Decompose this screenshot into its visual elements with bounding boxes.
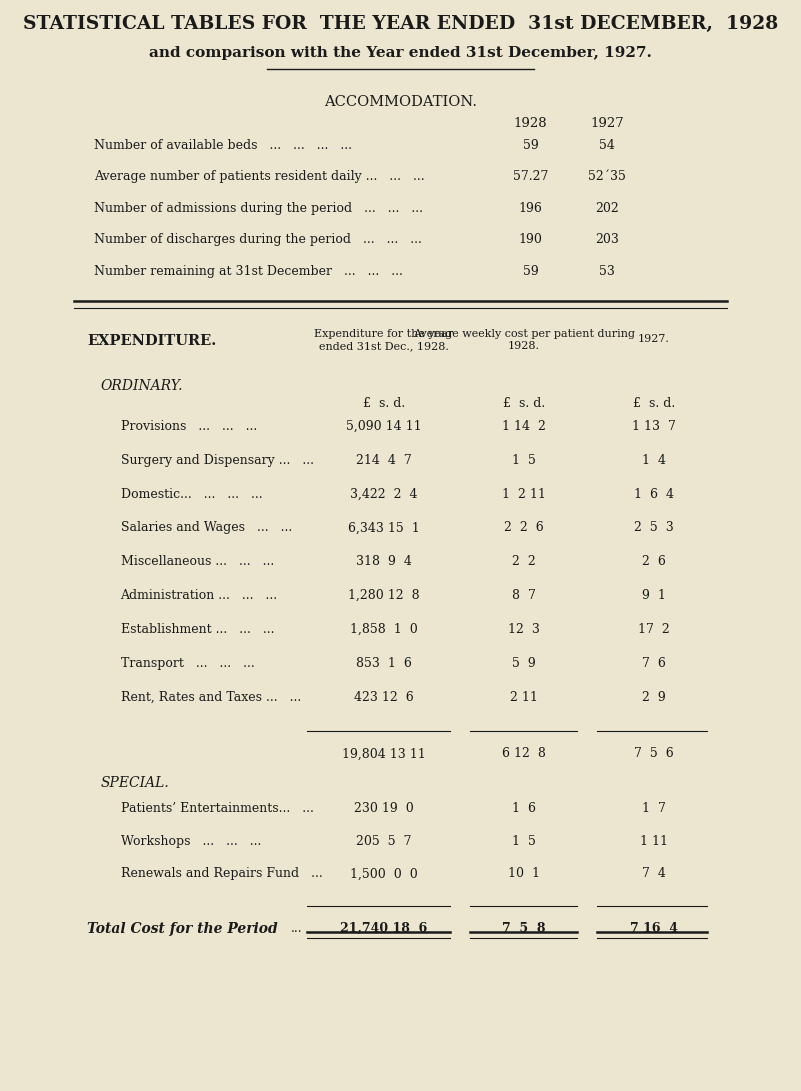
Text: Number of admissions during the period   ...   ...   ...: Number of admissions during the period .…: [94, 202, 423, 215]
Text: Total Cost for the Period: Total Cost for the Period: [87, 922, 278, 936]
Text: 230 19  0: 230 19 0: [354, 802, 413, 815]
Text: 318  9  4: 318 9 4: [356, 555, 412, 568]
Text: Number of available beds   ...   ...   ...   ...: Number of available beds ... ... ... ...: [94, 139, 352, 152]
Text: STATISTICAL TABLES FOR  THE YEAR ENDED  31st DECEMBER,  1928: STATISTICAL TABLES FOR THE YEAR ENDED 31…: [23, 15, 778, 33]
Text: 59: 59: [522, 139, 538, 152]
Text: Miscellaneous ...   ...   ...: Miscellaneous ... ... ...: [121, 555, 274, 568]
Text: Number of discharges during the period   ...   ...   ...: Number of discharges during the period .…: [94, 233, 422, 247]
Text: 54: 54: [599, 139, 615, 152]
Text: Expenditure for the year
ended 31st Dec., 1928.: Expenditure for the year ended 31st Dec.…: [314, 329, 453, 351]
Text: 1,500  0  0: 1,500 0 0: [350, 867, 417, 880]
Text: 17  2: 17 2: [638, 623, 670, 636]
Text: 7  5  8: 7 5 8: [502, 922, 545, 935]
Text: 9  1: 9 1: [642, 589, 666, 602]
Text: Surgery and Dispensary ...   ...: Surgery and Dispensary ... ...: [121, 454, 313, 467]
Text: Administration ...   ...   ...: Administration ... ... ...: [121, 589, 278, 602]
Text: 53: 53: [599, 265, 615, 278]
Text: 1 14  2: 1 14 2: [502, 420, 545, 433]
Text: 1  5: 1 5: [512, 835, 536, 848]
Text: EXPENDITURE.: EXPENDITURE.: [87, 334, 216, 348]
Text: ACCOMMODATION.: ACCOMMODATION.: [324, 95, 477, 109]
Text: ORDINARY.: ORDINARY.: [101, 379, 183, 393]
Text: 52´35: 52´35: [588, 170, 626, 183]
Text: Renewals and Repairs Fund   ...: Renewals and Repairs Fund ...: [121, 867, 322, 880]
Text: 12  3: 12 3: [508, 623, 540, 636]
Text: 21,740 18  6: 21,740 18 6: [340, 922, 428, 935]
Text: £  s. d.: £ s. d.: [503, 397, 545, 410]
Text: 7  4: 7 4: [642, 867, 666, 880]
Text: 2 11: 2 11: [510, 691, 537, 704]
Text: 57.27: 57.27: [513, 170, 548, 183]
Text: 1,858  1  0: 1,858 1 0: [350, 623, 417, 636]
Text: 3,422  2  4: 3,422 2 4: [350, 488, 417, 501]
Text: 6,343 15  1: 6,343 15 1: [348, 521, 420, 535]
Text: Establishment ...   ...   ...: Establishment ... ... ...: [121, 623, 274, 636]
Text: 1  6  4: 1 6 4: [634, 488, 674, 501]
Text: 6 12  8: 6 12 8: [502, 747, 545, 760]
Text: 190: 190: [518, 233, 542, 247]
Text: 1 13  7: 1 13 7: [632, 420, 676, 433]
Text: 7 16  4: 7 16 4: [630, 922, 678, 935]
Text: 202: 202: [595, 202, 619, 215]
Text: 214  4  7: 214 4 7: [356, 454, 412, 467]
Text: Number remaining at 31st December   ...   ...   ...: Number remaining at 31st December ... ..…: [94, 265, 403, 278]
Text: 423 12  6: 423 12 6: [354, 691, 413, 704]
Text: 205  5  7: 205 5 7: [356, 835, 412, 848]
Text: 203: 203: [595, 233, 619, 247]
Text: 2  9: 2 9: [642, 691, 666, 704]
Text: 1  7: 1 7: [642, 802, 666, 815]
Text: £  s. d.: £ s. d.: [633, 397, 675, 410]
Text: 10  1: 10 1: [508, 867, 540, 880]
Text: 1  5: 1 5: [512, 454, 536, 467]
Text: 196: 196: [518, 202, 542, 215]
Text: 1,280 12  8: 1,280 12 8: [348, 589, 420, 602]
Text: 1 11: 1 11: [640, 835, 668, 848]
Text: 1  6: 1 6: [512, 802, 536, 815]
Text: 2  6: 2 6: [642, 555, 666, 568]
Text: Average number of patients resident daily ...   ...   ...: Average number of patients resident dail…: [94, 170, 425, 183]
Text: Domestic...   ...   ...   ...: Domestic... ... ... ...: [121, 488, 262, 501]
Text: 1928: 1928: [513, 117, 547, 130]
Text: 8  7: 8 7: [512, 589, 536, 602]
Text: Average weekly cost per patient during
1928.: Average weekly cost per patient during 1…: [413, 329, 635, 351]
Text: £  s. d.: £ s. d.: [363, 397, 405, 410]
Text: 1  4: 1 4: [642, 454, 666, 467]
Text: 7  6: 7 6: [642, 657, 666, 670]
Text: Salaries and Wages   ...   ...: Salaries and Wages ... ...: [121, 521, 292, 535]
Text: 59: 59: [522, 265, 538, 278]
Text: Transport   ...   ...   ...: Transport ... ... ...: [121, 657, 254, 670]
Text: 1927: 1927: [590, 117, 624, 130]
Text: SPECIAL.: SPECIAL.: [101, 776, 169, 790]
Text: Provisions   ...   ...   ...: Provisions ... ... ...: [121, 420, 257, 433]
Text: 2  2  6: 2 2 6: [504, 521, 544, 535]
Text: 5,090 14 11: 5,090 14 11: [346, 420, 421, 433]
Text: Workshops   ...   ...   ...: Workshops ... ... ...: [121, 835, 261, 848]
Text: 7  5  6: 7 5 6: [634, 747, 674, 760]
Text: 853  1  6: 853 1 6: [356, 657, 412, 670]
Text: 2  2: 2 2: [512, 555, 536, 568]
Text: 1  2 11: 1 2 11: [502, 488, 545, 501]
Text: 5  9: 5 9: [512, 657, 536, 670]
Text: 1927.: 1927.: [638, 334, 670, 344]
Text: and comparison with the Year ended 31st December, 1927.: and comparison with the Year ended 31st …: [149, 46, 652, 60]
Text: 19,804 13 11: 19,804 13 11: [342, 747, 425, 760]
Text: ...: ...: [291, 922, 302, 935]
Text: Rent, Rates and Taxes ...   ...: Rent, Rates and Taxes ... ...: [121, 691, 301, 704]
Text: Patients’ Entertainments...   ...: Patients’ Entertainments... ...: [121, 802, 313, 815]
Text: 2  5  3: 2 5 3: [634, 521, 674, 535]
